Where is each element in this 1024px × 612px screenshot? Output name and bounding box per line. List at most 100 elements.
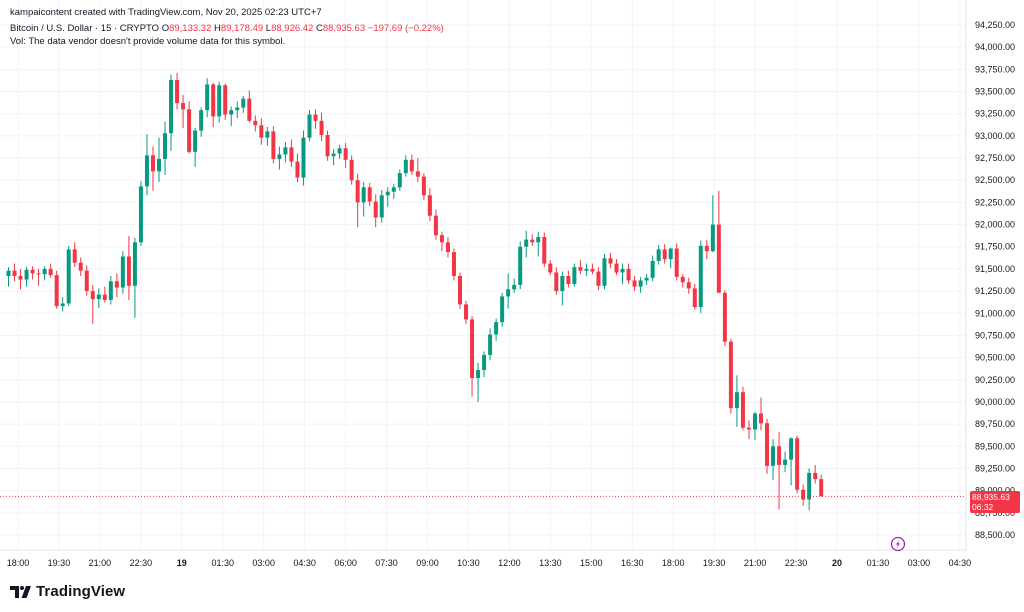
price-tick-label: 93,500.00	[975, 87, 1015, 97]
candle-body	[668, 248, 673, 260]
candle-body	[548, 263, 553, 273]
candle-body	[759, 413, 763, 424]
price-tick-label: 90,750.00	[975, 330, 1015, 340]
candlestick	[349, 155, 354, 185]
candlestick	[313, 109, 318, 129]
time-tick-label: 21:00	[89, 558, 112, 568]
candlestick	[72, 242, 77, 268]
candlestick	[560, 271, 565, 306]
price-tick-label: 92,250.00	[975, 197, 1015, 207]
bar-countdown: 06:32	[972, 502, 994, 512]
candle-body	[602, 258, 607, 286]
candle-body	[90, 291, 95, 300]
candlestick	[6, 267, 11, 287]
candle-body	[114, 281, 119, 288]
candle-body	[181, 103, 186, 110]
time-tick-label: 13:30	[539, 558, 562, 568]
candle-body	[506, 289, 511, 297]
candle-body	[578, 267, 583, 271]
candle-body	[217, 85, 222, 117]
candle-body	[96, 294, 101, 300]
price-tick-label: 94,250.00	[975, 20, 1015, 30]
candlestick	[698, 240, 703, 314]
candlestick	[343, 142, 348, 168]
candle-body	[361, 187, 366, 203]
candle-body	[427, 195, 432, 216]
candle-body	[247, 98, 252, 121]
low-key: L	[265, 23, 272, 34]
candle-body	[163, 133, 168, 159]
candlestick	[259, 118, 264, 145]
time-tick-label: 22:30	[785, 558, 808, 568]
candlestick	[102, 286, 107, 303]
candle-body	[349, 159, 354, 181]
candlestick	[24, 267, 29, 287]
candlestick	[674, 243, 679, 281]
candlestick	[662, 244, 667, 264]
symbol-legend[interactable]: Bitcoin / U.S. Dollar · 15 · CRYPTO O89,…	[10, 23, 444, 34]
candlestick	[175, 72, 180, 110]
candlestick	[746, 420, 751, 440]
price-tick-label: 92,000.00	[975, 220, 1015, 230]
time-tick-label: 12:00	[498, 558, 521, 568]
time-tick-label: 06:00	[334, 558, 357, 568]
high-value: 89,178.49	[220, 23, 264, 34]
candle-body	[734, 392, 739, 409]
candle-body	[620, 268, 625, 273]
candle-body	[451, 252, 456, 277]
time-tick-label: 04:30	[949, 558, 972, 568]
candlestick	[150, 146, 155, 191]
candlestick	[572, 263, 577, 287]
candlestick	[66, 245, 71, 307]
candle-body	[819, 479, 824, 496]
candle-body	[102, 294, 107, 300]
candlestick	[223, 83, 228, 120]
candle-body	[482, 354, 487, 371]
candlestick	[187, 101, 192, 154]
candle-body	[337, 148, 342, 154]
candle-body	[662, 249, 667, 260]
candlestick	[379, 189, 384, 223]
price-tick-label: 94,000.00	[975, 42, 1015, 52]
candle-body	[66, 249, 71, 304]
candlestick	[602, 253, 607, 290]
lightning-clock-icon[interactable]	[890, 536, 906, 552]
candle-body	[783, 459, 788, 465]
price-tick-label: 91,500.00	[975, 264, 1015, 274]
chart-grid	[0, 0, 966, 550]
candlestick	[277, 146, 282, 170]
time-tick-label: 20	[832, 558, 842, 568]
candle-body	[385, 191, 390, 196]
candle-body	[590, 268, 595, 272]
close-key: C	[315, 23, 323, 34]
price-axis[interactable]: 94,250.00 94,000.00 93,750.00 93,500.00 93,2…	[975, 20, 1015, 540]
candlestick	[578, 260, 583, 275]
candlestick	[783, 451, 788, 473]
time-tick-label: 22:30	[130, 558, 153, 568]
time-tick-label: 21:00	[744, 558, 767, 568]
price-tick-label: 89,250.00	[975, 463, 1015, 473]
candlestick	[728, 338, 733, 414]
candlestick	[626, 263, 631, 284]
time-axis[interactable]: 18:00 19:30 21:00 22:30 19 01:30 03:00 04:30 06:…	[7, 558, 971, 568]
candle-body	[373, 201, 378, 218]
change-value: −197.69 (−0.22%)	[367, 23, 444, 34]
candle-body	[813, 472, 818, 480]
candle-body	[205, 84, 210, 111]
candlestick	[253, 115, 258, 132]
candlestick	[169, 74, 174, 151]
price-tick-label: 90,250.00	[975, 375, 1015, 385]
volume-note: Vol: The data vendor doesn't provide vol…	[10, 36, 286, 47]
tradingview-logo[interactable]: TradingView	[10, 583, 125, 600]
current-price-tag: 88,935.63 06:32	[970, 491, 1020, 513]
candle-body	[584, 268, 589, 271]
candlestick	[439, 231, 444, 252]
candle-body	[397, 173, 402, 188]
time-tick-label: 19	[177, 558, 187, 568]
time-tick-label: 16:30	[621, 558, 644, 568]
candlestick	[518, 241, 523, 290]
candle-body	[307, 114, 312, 138]
open-value: 89,133.32	[169, 23, 212, 34]
candlestick	[668, 247, 673, 269]
